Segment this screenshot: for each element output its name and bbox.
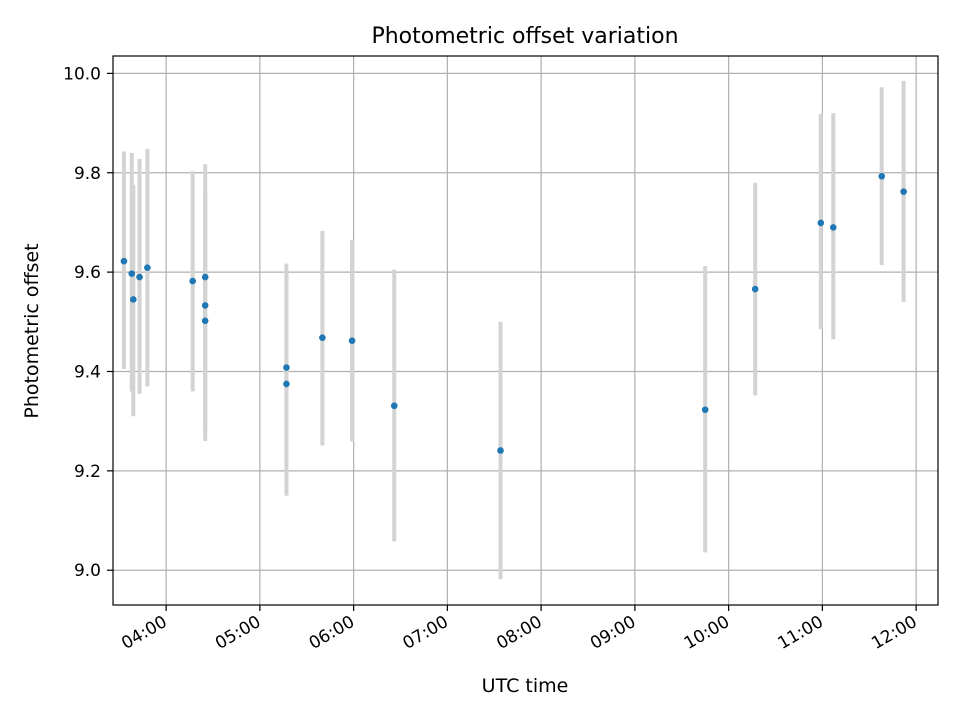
data-point — [189, 277, 196, 285]
data-point — [878, 172, 886, 180]
data-point — [136, 273, 143, 281]
data-point — [144, 264, 151, 271]
data-point — [701, 406, 709, 414]
data-point — [751, 285, 759, 293]
x-axis-label: UTC time — [482, 675, 569, 697]
y-tick-label: 9.8 — [74, 164, 101, 184]
y-axis-label: Photometric offset — [21, 243, 43, 418]
chart-title: Photometric offset variation — [371, 24, 678, 49]
plot-frame — [112, 55, 939, 606]
y-tick-label: 10.0 — [63, 64, 101, 84]
data-point — [390, 402, 398, 410]
data-point — [348, 337, 356, 344]
data-points — [120, 172, 907, 454]
data-point — [128, 270, 136, 277]
y-tick-label: 9.4 — [74, 362, 101, 382]
data-point — [283, 364, 290, 371]
data-point — [283, 380, 290, 388]
data-point — [120, 257, 128, 265]
data-point — [201, 302, 209, 309]
y-tick-label: 9.0 — [74, 561, 101, 581]
y-tick-label: 9.6 — [74, 263, 101, 283]
data-point — [201, 273, 209, 281]
data-point — [497, 447, 504, 454]
y-tick-label: 9.2 — [74, 462, 101, 482]
data-point — [830, 224, 837, 231]
data-point — [817, 219, 825, 227]
data-point — [900, 188, 907, 195]
data-point — [319, 334, 326, 342]
data-point — [130, 296, 137, 303]
data-point — [201, 317, 209, 325]
